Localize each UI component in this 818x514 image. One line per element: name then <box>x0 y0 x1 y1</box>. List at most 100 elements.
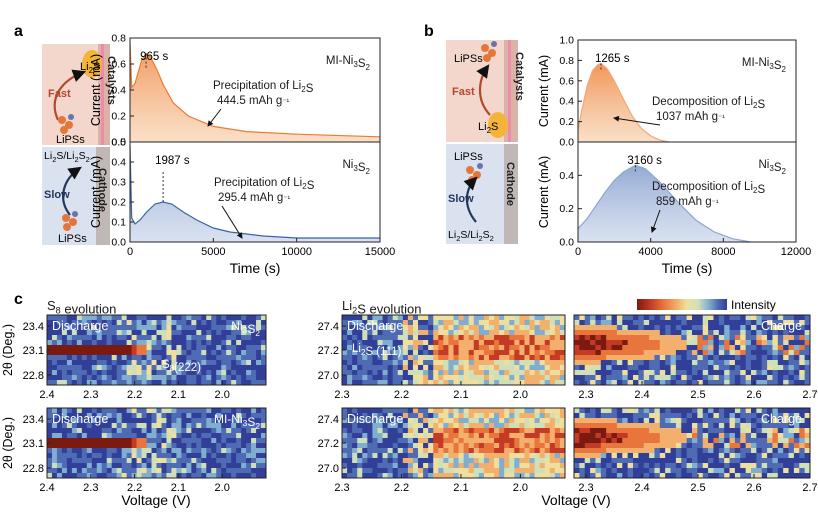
heatmap-cell <box>387 473 394 479</box>
heatmap-cell <box>606 370 612 376</box>
heatmap-cell <box>211 443 217 449</box>
heatmap-cell <box>595 375 602 381</box>
heatmap-cell <box>453 453 459 459</box>
heatmap-cell <box>649 448 655 454</box>
heatmap-cell <box>616 418 623 424</box>
heatmap-cell <box>499 423 505 429</box>
heatmap-cell <box>554 438 561 444</box>
heatmap-cell <box>745 370 752 376</box>
heatmap-cell <box>106 355 113 361</box>
heatmap-cell <box>509 325 515 331</box>
heatmap-cell <box>382 315 389 321</box>
heatmap-cell <box>241 355 247 361</box>
heatmap-cell <box>514 325 520 331</box>
heatmap-cell <box>584 473 591 479</box>
heatmap-cell <box>126 428 133 434</box>
heatmap-cell <box>216 433 222 439</box>
heatmap-cell <box>382 370 389 376</box>
heatmap-cell <box>529 325 535 331</box>
heatmap-cell <box>488 438 495 444</box>
heatmap-cell <box>554 350 561 356</box>
heatmap-cell <box>539 355 546 361</box>
heatmap-cell <box>407 375 414 381</box>
heatmap-cell <box>367 423 373 429</box>
heatmap-cell <box>423 360 429 366</box>
heatmap-cell <box>681 315 688 321</box>
heatmap-cell <box>777 380 784 386</box>
heatmap-cell <box>191 380 197 386</box>
heatmap-cell <box>141 463 147 469</box>
heatmap-cell <box>161 320 167 326</box>
heatmap-cell <box>438 380 444 386</box>
heatmap-cell <box>665 340 671 346</box>
heatmap-cell <box>256 340 262 346</box>
heatmap-cell <box>96 443 103 449</box>
heatmap-cell <box>724 355 730 361</box>
heatmap-cell <box>643 345 650 351</box>
heatmap-cell <box>216 335 222 341</box>
heatmap-cell <box>734 370 741 376</box>
heatmap-cell <box>186 408 192 414</box>
heatmap-cell <box>458 448 465 454</box>
x-axis-title: Voltage (V) <box>121 492 190 508</box>
heatmap-cell <box>236 380 242 386</box>
heatmap-cell <box>251 423 257 429</box>
heatmap-cell <box>196 423 202 429</box>
heatmap-cell <box>519 360 525 366</box>
heatmap-cell <box>549 380 556 386</box>
heatmap-cell <box>201 438 207 444</box>
heatmap-cell <box>211 350 217 356</box>
heatmap-cell <box>756 320 763 326</box>
heatmap-cell <box>236 340 242 346</box>
heatmap-cell <box>681 335 688 341</box>
heatmap-cell <box>151 360 157 366</box>
heatmap-cell <box>799 325 806 331</box>
heatmap-cell <box>407 468 414 474</box>
heatmap-cell <box>574 468 580 474</box>
heatmap-cell <box>783 350 789 356</box>
heatmap-cell <box>659 418 666 424</box>
heatmap-cell <box>772 335 779 341</box>
heatmap-cell <box>61 428 68 434</box>
heatmap-cell <box>559 463 566 469</box>
heatmap-cell <box>176 315 182 321</box>
heatmap-cell <box>161 315 167 321</box>
heatmap-cell <box>387 408 394 414</box>
heatmap-cell <box>702 380 709 386</box>
heatmap-cell <box>236 453 242 459</box>
heatmap-cell <box>357 315 363 321</box>
heatmap-cell <box>106 448 113 454</box>
x-tick-label: 2.0 <box>513 389 528 401</box>
heatmap-cell <box>627 473 634 479</box>
heatmap-cell <box>463 370 470 376</box>
heatmap-cell <box>616 408 623 414</box>
y-tick-label: 27.2 <box>318 345 339 357</box>
heatmap-cell <box>181 443 187 449</box>
heatmap-cell <box>670 413 677 419</box>
heatmap-cell <box>423 375 429 381</box>
heatmap-cell <box>382 330 389 336</box>
heatmap-cell <box>176 365 182 371</box>
heatmap-cell <box>221 330 227 336</box>
heatmap-cell <box>261 370 267 376</box>
heatmap-cell <box>151 463 157 469</box>
heatmap-cell <box>51 413 58 419</box>
heatmap-cell <box>61 340 68 346</box>
heatmap-cell <box>590 428 596 434</box>
heatmap-cell <box>116 335 123 341</box>
heatmap-cell <box>519 433 525 439</box>
heatmap-cell <box>382 345 389 351</box>
heatmap-cell <box>509 428 515 434</box>
heatmap-cell <box>740 345 747 351</box>
heatmap-cell <box>483 463 490 469</box>
heatmap-cell <box>176 360 182 366</box>
heatmap-cell <box>136 448 142 454</box>
heatmap-cell <box>633 360 639 366</box>
heatmap-cell <box>352 413 358 419</box>
heatmap-cell <box>56 408 63 414</box>
heatmap-cell <box>549 370 556 376</box>
heatmap-cell <box>438 453 444 459</box>
heatmap-cell <box>166 315 172 321</box>
heatmap-cell <box>121 428 128 434</box>
heatmap-cell <box>372 428 378 434</box>
